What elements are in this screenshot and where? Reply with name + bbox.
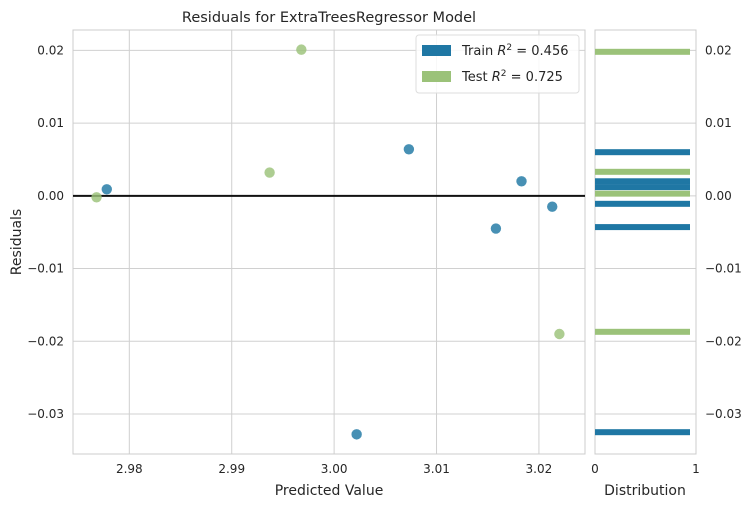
test-residual-point [91,192,102,203]
distribution-bars [595,48,690,436]
distribution-y-tick-labels: 0.02 0.01 0.00 −0.01 −0.02 −0.03 [705,43,742,421]
x-tick-labels: 2.98 2.99 3.00 3.01 3.02 [116,462,552,476]
legend-test-label: Test R2 = 0.725 [461,69,563,85]
legend-test-r: R [492,70,501,85]
train-residual-point [516,176,527,187]
train-distribution-bar [595,184,690,191]
legend: Train R2 = 0.456 Test R2 = 0.725 [415,34,580,94]
test-distribution-bar [595,48,690,55]
test-residual-point [296,44,307,55]
y-tick-label: −0.01 [27,262,64,276]
train-residual-point [547,201,558,212]
distribution-y-tick-label: 0.02 [705,43,732,57]
y-tick-label: 0.01 [37,116,64,130]
distribution-x-tick-label: 0 [591,462,599,476]
test-distribution-bar [595,190,690,197]
distribution-label: Distribution [604,483,686,499]
legend-train-swatch [422,45,451,56]
x-tick-label: 3.00 [321,462,348,476]
train-distribution-bar [595,200,690,207]
test-residual-point [264,167,275,178]
test-distribution-bar [595,328,690,335]
legend-train-label: Train R2 = 0.456 [461,43,568,59]
y-axis-label: Residuals [9,209,25,275]
legend-test-value: = 0.725 [507,70,563,85]
train-residual-point [351,429,362,440]
test-distribution-bar [595,168,690,175]
legend-test-sup: 2 [501,69,507,79]
legend-train-r: R [497,44,506,59]
legend-train-prefix: Train [461,44,497,59]
x-axis-label: Predicted Value [275,483,384,499]
y-tick-label: 0.00 [37,189,64,203]
distribution-y-tick-label: −0.02 [705,334,742,348]
x-tick-label: 3.02 [526,462,553,476]
y-tick-labels: 0.02 0.01 0.00 −0.01 −0.02 −0.03 [27,43,64,421]
legend-test-swatch [422,71,451,82]
y-tick-label: 0.02 [37,43,64,57]
test-residual-point [554,328,565,340]
x-tick-label: 3.01 [423,462,450,476]
distribution-y-tick-label: −0.01 [705,262,742,276]
distribution-plot-frame [594,29,697,455]
legend-box [415,34,580,94]
distribution-y-tick-label: −0.03 [705,407,742,421]
x-tick-label: 2.98 [116,462,143,476]
distribution-y-tick-label: 0.00 [705,189,732,203]
train-distribution-bar [595,178,690,185]
train-distribution-bar [595,224,690,231]
chart-title: Residuals for ExtraTreesRegressor Model [182,10,476,26]
main-plot-frame [72,29,586,455]
distribution-x-tick-label: 1 [692,462,700,476]
x-tick-label: 2.99 [218,462,245,476]
y-tick-label: −0.03 [27,407,64,421]
y-tick-label: −0.02 [27,334,64,348]
main-gridlines [73,30,585,454]
legend-train-sup: 2 [506,43,512,53]
train-residual-point [403,144,415,155]
train-residual-point [490,223,502,234]
distribution-y-tick-label: 0.01 [705,116,732,130]
train-distribution-bar [595,149,690,156]
distribution-gridlines [594,30,697,454]
residual-points [91,44,565,440]
train-distribution-bar [595,429,690,436]
train-residual-point [101,184,112,195]
legend-train-value: = 0.456 [512,44,568,59]
legend-test-prefix: Test [461,70,492,85]
